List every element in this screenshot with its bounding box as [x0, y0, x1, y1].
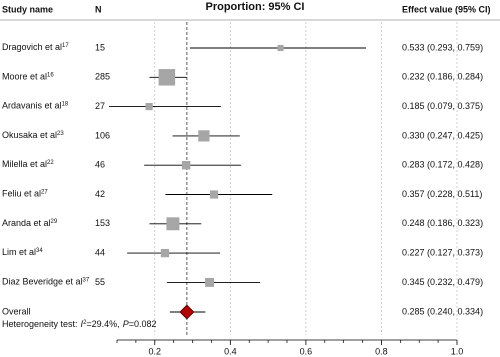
- heterogeneity-text: =29.4%,: [86, 319, 119, 329]
- effect-box: [205, 277, 215, 287]
- study-name: Aranda et al29: [2, 218, 58, 228]
- study-label: Diaz Beveridge et al: [2, 277, 83, 287]
- overall-label: Overall: [2, 306, 31, 316]
- reference-number: 22: [47, 160, 54, 166]
- study-name: Feliu et al27: [2, 189, 48, 199]
- study-name: Ardavanis et al18: [2, 101, 69, 111]
- sample-size: 42: [95, 189, 105, 199]
- effect-label: 0.533 (0.293, 0.759): [402, 42, 483, 52]
- heterogeneity-text: I: [81, 319, 84, 329]
- study-name: Diaz Beveridge et al37: [2, 277, 90, 287]
- study-name: Moore et al16: [2, 72, 54, 82]
- effect-label: 0.285 (0.240, 0.334): [402, 306, 483, 316]
- reference-number: 27: [41, 189, 48, 195]
- study-name: Okusaka et al23: [2, 130, 64, 140]
- heterogeneity-text: 2: [83, 320, 87, 326]
- study-label: Milella et al: [2, 160, 47, 170]
- effect-box: [160, 248, 170, 258]
- study-label: Aranda et al: [2, 218, 51, 228]
- sample-size: 44: [95, 247, 105, 257]
- sample-size: 106: [95, 130, 110, 140]
- effect-box: [166, 217, 180, 231]
- sample-size: 15: [95, 42, 105, 52]
- reference-number: 29: [51, 218, 58, 224]
- study-label: Feliu et al: [2, 189, 41, 199]
- x-tick-label: 0.8: [375, 346, 388, 356]
- study-label: Moore et al: [2, 72, 47, 82]
- reference-number: 16: [47, 72, 54, 78]
- effect-box: [277, 44, 284, 52]
- effect-box: [198, 130, 210, 142]
- x-tick-label: 0.2: [149, 346, 162, 356]
- reference-number: 34: [36, 248, 43, 254]
- reference-number: 23: [57, 130, 64, 136]
- effect-box: [158, 69, 176, 86]
- effect-label: 0.232 (0.186, 0.284): [402, 72, 483, 82]
- x-tick-label: 0.4: [224, 346, 237, 356]
- study-name: Dragovich et al17: [2, 42, 69, 52]
- heterogeneity-text: =0.082: [129, 319, 157, 329]
- heterogeneity-text: P: [123, 319, 129, 329]
- sample-size: 153: [95, 218, 110, 228]
- chart-title: Proportion: 95% CI: [205, 1, 304, 13]
- study-name: Lim et al34: [2, 247, 43, 257]
- sample-size: 55: [95, 277, 105, 287]
- overall-diamond: [179, 304, 195, 320]
- x-tick-label: 0.6: [300, 346, 313, 356]
- effect-label: 0.345 (0.232, 0.479): [402, 277, 483, 287]
- effect-label: 0.330 (0.247, 0.425): [402, 130, 483, 140]
- study-label: Lim et al: [2, 247, 36, 257]
- x-tick-label: 1.0: [451, 346, 464, 356]
- effect-box: [181, 160, 191, 170]
- study-name: Milella et al22: [2, 160, 54, 170]
- heterogeneity-test: Heterogeneity test: I2=29.4%, P=0.082: [2, 319, 156, 329]
- heterogeneity-text: Heterogeneity test:: [2, 319, 78, 329]
- sample-size: 27: [95, 101, 105, 111]
- study-label: Okusaka et al: [2, 130, 57, 140]
- study-label: Ardavanis et al: [2, 101, 62, 111]
- effect-box: [209, 190, 219, 199]
- effect-label: 0.283 (0.172, 0.428): [402, 160, 483, 170]
- sample-size: 46: [95, 160, 105, 170]
- effect-label: 0.357 (0.228, 0.511): [402, 189, 482, 199]
- effect-label: 0.227 (0.127, 0.373): [402, 247, 483, 257]
- effect-label: 0.248 (0.186, 0.323): [402, 218, 483, 228]
- column-header: N: [95, 4, 102, 14]
- reference-number: 37: [83, 277, 90, 283]
- effect-box: [145, 103, 153, 111]
- study-label: Dragovich et al: [2, 42, 62, 52]
- reference-number: 18: [62, 101, 69, 107]
- sample-size: 285: [95, 72, 110, 82]
- effect-label: 0.185 (0.079, 0.375): [402, 101, 483, 111]
- column-header: Effect value (95% CI): [402, 4, 491, 14]
- reference-number: 17: [62, 43, 69, 49]
- column-header: Study name: [2, 4, 53, 14]
